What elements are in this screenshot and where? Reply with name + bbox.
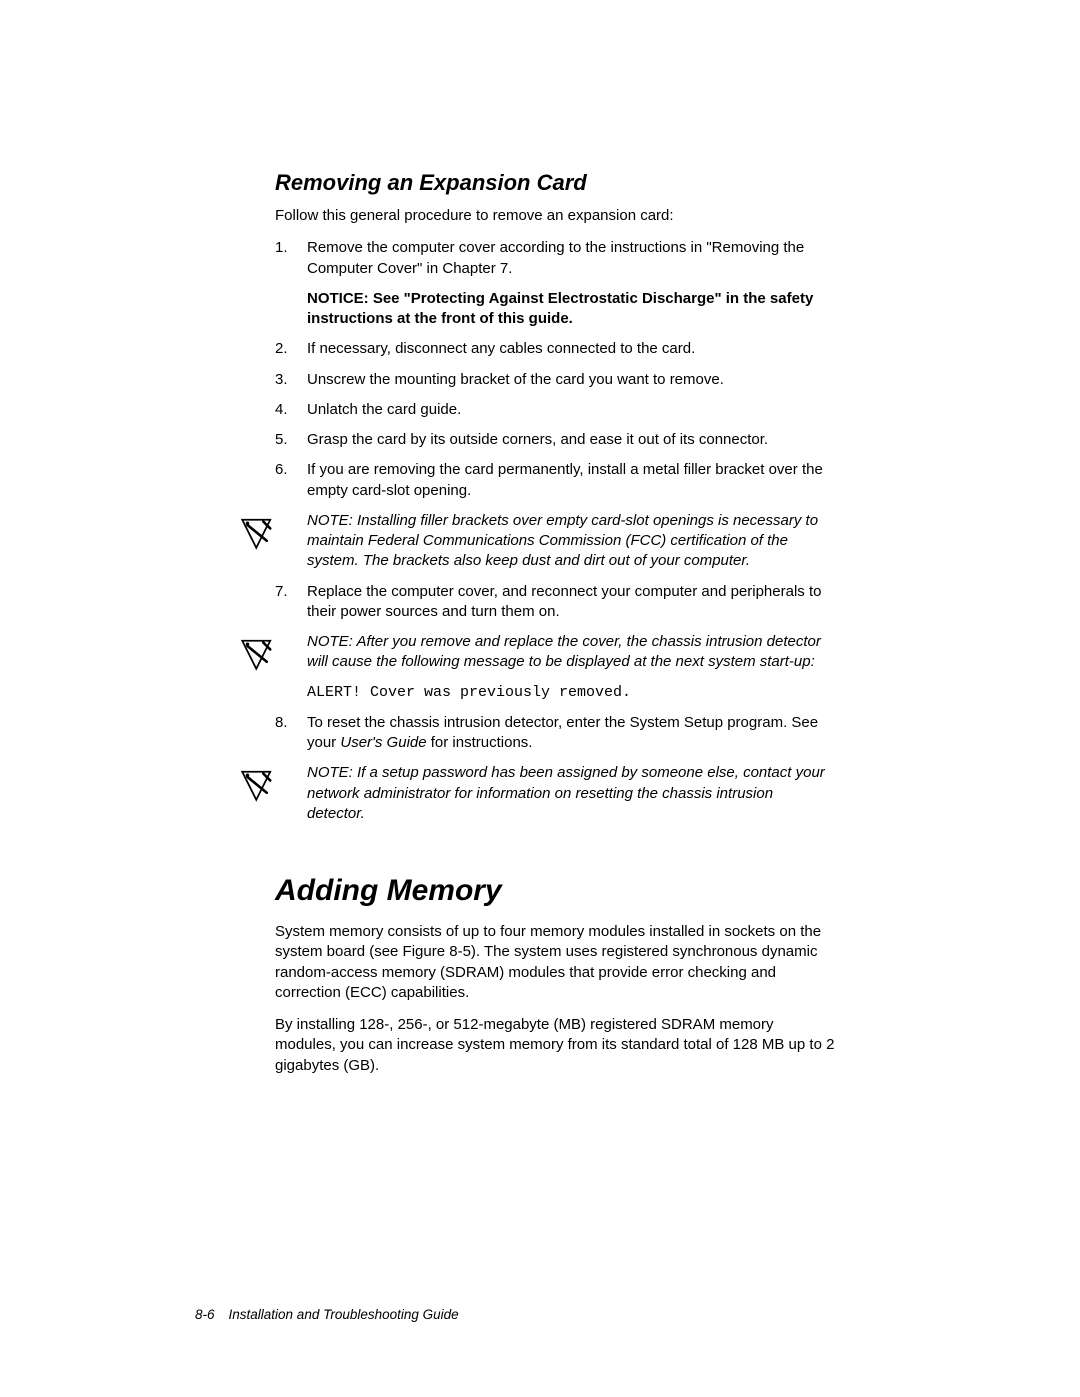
note-pencil-icon: [237, 763, 279, 811]
document-page: Removing an Expansion Card Follow this g…: [0, 0, 1080, 1397]
step-number: 3.: [275, 370, 307, 390]
step-4: 4. Unlatch the card guide.: [275, 400, 835, 420]
note-filler-brackets: NOTE: Installing filler brackets over em…: [307, 511, 835, 572]
step-5: 5. Grasp the card by its outside corners…: [275, 430, 835, 450]
step-number: 5.: [275, 430, 307, 450]
step-text: If you are removing the card permanently…: [307, 460, 835, 501]
step-number: 7.: [275, 582, 307, 623]
note-pencil-icon: [237, 632, 279, 680]
step-number: 6.: [275, 460, 307, 501]
alert-message: ALERT! Cover was previously removed.: [307, 683, 835, 703]
intro-paragraph: Follow this general procedure to remove …: [275, 206, 835, 226]
step-6: 6. If you are removing the card permanen…: [275, 460, 835, 501]
page-footer: 8-6 Installation and Troubleshooting Guid…: [195, 1307, 459, 1322]
note-text: NOTE: After you remove and replace the c…: [307, 633, 821, 670]
step-2: 2. If necessary, disconnect any cables c…: [275, 339, 835, 359]
note-chassis-intrusion: NOTE: After you remove and replace the c…: [307, 632, 835, 673]
page-number: 8-6: [195, 1307, 215, 1322]
step-1: 1. Remove the computer cover according t…: [275, 238, 835, 279]
step-text: Remove the computer cover according to t…: [307, 238, 835, 279]
step-number: 1.: [275, 238, 307, 279]
note-setup-password: NOTE: If a setup password has been assig…: [307, 763, 835, 824]
procedure-list: 1. Remove the computer cover according t…: [275, 238, 835, 824]
content-column: Removing an Expansion Card Follow this g…: [275, 170, 835, 1076]
step-text: Unlatch the card guide.: [307, 400, 835, 420]
note-text: NOTE: If a setup password has been assig…: [307, 764, 825, 822]
memory-paragraph-2: By installing 128-, 256-, or 512-megabyt…: [275, 1015, 835, 1076]
note-text: NOTE: Installing filler brackets over em…: [307, 512, 818, 570]
memory-paragraph-1: System memory consists of up to four mem…: [275, 922, 835, 1003]
step-8: 8. To reset the chassis intrusion detect…: [275, 713, 835, 754]
step-text: Grasp the card by its outside corners, a…: [307, 430, 835, 450]
footer-title: Installation and Troubleshooting Guide: [229, 1307, 459, 1322]
step-number: 2.: [275, 339, 307, 359]
step-text: Replace the computer cover, and reconnec…: [307, 582, 835, 623]
note-pencil-icon: [237, 511, 279, 559]
users-guide-ref: User's Guide: [340, 734, 426, 751]
step-3: 3. Unscrew the mounting bracket of the c…: [275, 370, 835, 390]
step-number: 4.: [275, 400, 307, 420]
heading-adding-memory: Adding Memory: [275, 874, 835, 908]
step-text: If necessary, disconnect any cables conn…: [307, 339, 835, 359]
step-text: To reset the chassis intrusion detector,…: [307, 713, 835, 754]
step-text: Unscrew the mounting bracket of the card…: [307, 370, 835, 390]
notice-text: NOTICE: See "Protecting Against Electros…: [307, 289, 835, 330]
step-7: 7. Replace the computer cover, and recon…: [275, 582, 835, 623]
step-8-part-c: for instructions.: [427, 734, 533, 751]
step-number: 8.: [275, 713, 307, 754]
heading-removing-expansion-card: Removing an Expansion Card: [275, 170, 835, 196]
